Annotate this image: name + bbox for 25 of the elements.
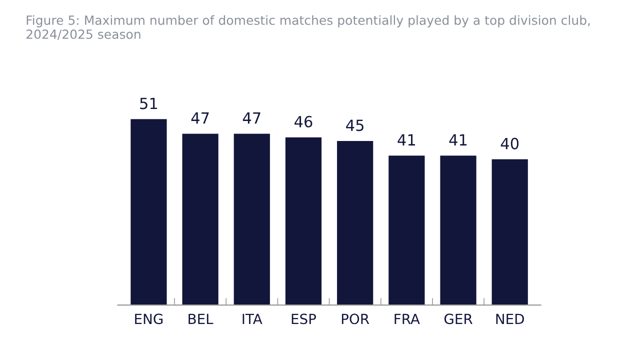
bar — [182, 134, 218, 306]
bar — [130, 119, 167, 306]
bar — [388, 156, 425, 306]
data-label: 47 — [191, 112, 209, 124]
x-tick-label: ESP — [292, 314, 316, 324]
x-tick-label: POR — [342, 314, 370, 324]
x-tick-label: NED — [496, 314, 524, 324]
x-tick-label: FRA — [394, 314, 420, 324]
data-label: 45 — [346, 120, 364, 132]
data-label: 41 — [398, 134, 415, 146]
bar — [285, 137, 322, 306]
data-label: 47 — [242, 112, 260, 124]
bar — [337, 140, 374, 306]
data-label: 51 — [140, 98, 158, 110]
data-label: 41 — [449, 134, 467, 146]
x-tick-label: ITA — [242, 314, 262, 324]
data-label: 40 — [500, 138, 519, 150]
bar — [440, 156, 476, 306]
x-tick-label: ENG — [135, 314, 163, 324]
bar — [234, 134, 270, 306]
bar — [492, 159, 528, 306]
x-tick-label: BEL — [188, 314, 214, 324]
chart-title: Figure 5: Maximum number of domestic matches potentially played by a top division club, 2024/2025 season — [26, 15, 590, 40]
data-label: 46 — [294, 116, 312, 128]
x-tick-label: GER — [444, 314, 472, 324]
